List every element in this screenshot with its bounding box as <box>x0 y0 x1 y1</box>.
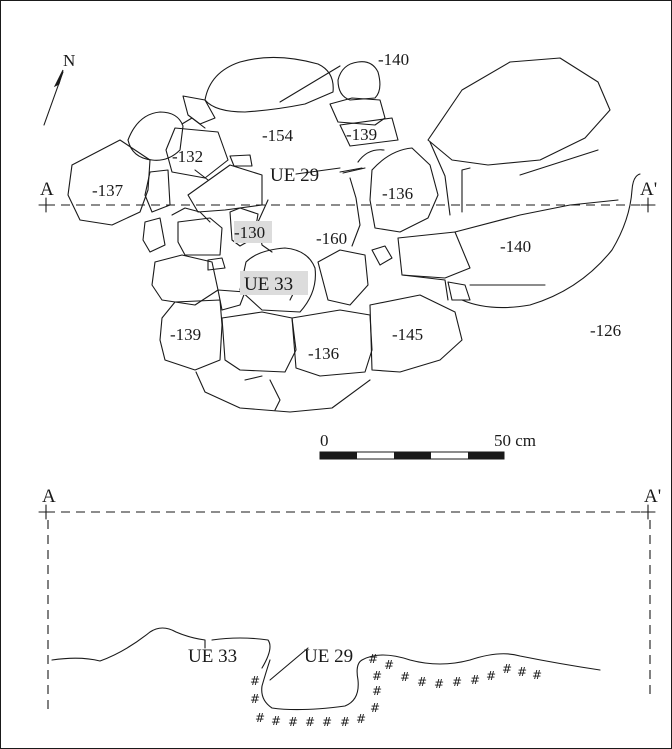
svg-text:#: # <box>452 675 462 689</box>
level-label: -137 <box>92 181 124 200</box>
svg-text:#: # <box>271 714 281 728</box>
level-label: -136 <box>308 344 339 363</box>
plan-highlight-ue33 <box>240 271 308 295</box>
svg-text:#: # <box>356 712 366 726</box>
section-profile-ue33 <box>211 637 271 669</box>
level-label: -132 <box>172 147 203 166</box>
plan-section-cross-right <box>640 197 656 213</box>
section-profile-left <box>51 627 206 662</box>
level-label: -140 <box>500 237 531 256</box>
level-label: -145 <box>392 325 423 344</box>
plan-section-end-label: A' <box>640 179 657 200</box>
plan-ue29-pointer <box>342 167 366 174</box>
section-cross-left <box>38 504 54 520</box>
svg-text:#: # <box>255 711 265 725</box>
section-ue33-label: UE 33 <box>188 646 237 667</box>
svg-text:#: # <box>305 715 315 729</box>
svg-text:#: # <box>250 674 260 688</box>
plan-section-cross-left <box>38 197 54 213</box>
level-label: -160 <box>316 229 347 248</box>
level-label: -139 <box>170 325 201 344</box>
svg-text:#: # <box>532 668 542 682</box>
svg-text:#: # <box>470 673 480 687</box>
section-ue29-pointer <box>269 647 309 681</box>
section-profile-ue29 <box>261 653 601 711</box>
plan-highlight-130 <box>234 221 272 243</box>
section-end-label: A' <box>644 486 661 507</box>
north-arrow: N <box>43 51 75 126</box>
scale-end-label: 50 cm <box>494 431 536 450</box>
svg-text:#: # <box>384 658 394 672</box>
svg-text:#: # <box>434 677 444 691</box>
scale-start-label: 0 <box>320 431 329 450</box>
north-arrow-head-icon <box>53 69 64 88</box>
svg-text:#: # <box>517 665 527 679</box>
level-label: -139 <box>346 125 377 144</box>
section-hatching: # # # # # # # # # # # # # # # # # # # # … <box>250 652 542 729</box>
svg-text:#: # <box>417 675 427 689</box>
svg-text:#: # <box>340 715 350 729</box>
svg-text:#: # <box>400 670 410 684</box>
plan-ue29-label: UE 29 <box>270 165 319 186</box>
svg-text:#: # <box>368 652 378 666</box>
plan-view: A A' <box>38 50 657 413</box>
level-label: -154 <box>262 126 294 145</box>
plan-section-start-label: A <box>40 179 54 200</box>
svg-text:#: # <box>250 692 260 706</box>
level-label: -126 <box>590 321 621 340</box>
svg-text:#: # <box>288 715 298 729</box>
svg-text:#: # <box>372 684 382 698</box>
scale-bar: 0 50 cm <box>319 431 536 460</box>
section-cross-right <box>640 504 656 520</box>
section-start-label: A <box>42 486 56 507</box>
level-label: -130 <box>234 223 265 242</box>
north-label: N <box>63 51 75 70</box>
level-label: -136 <box>382 184 413 203</box>
svg-text:#: # <box>502 662 512 676</box>
svg-text:#: # <box>370 701 380 715</box>
svg-text:#: # <box>486 669 496 683</box>
section-view: A A' # # # # # # # # # # # # # # # # # #… <box>38 486 661 729</box>
plan-ue33-label: UE 33 <box>244 274 293 295</box>
svg-text:#: # <box>322 715 332 729</box>
section-ue29-label: UE 29 <box>304 646 353 667</box>
stone-outlines <box>67 56 641 413</box>
level-label: -140 <box>378 50 409 69</box>
svg-text:#: # <box>372 669 382 683</box>
